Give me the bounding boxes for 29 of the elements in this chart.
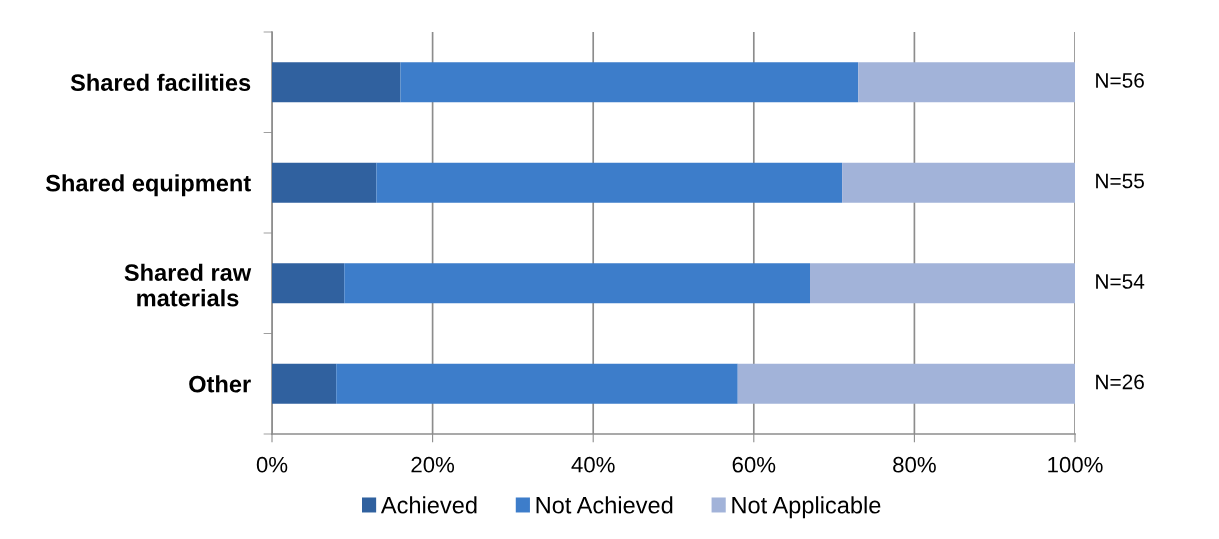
y-tick-label: Other [189,375,251,393]
bar [376,162,843,203]
x-tick-label: 60% [732,456,776,473]
bar [737,363,1075,404]
bar [272,62,401,103]
legend-label: Not Applicable [732,496,881,519]
bar [400,62,859,103]
bar [272,363,337,404]
bar [272,162,377,203]
x-tick-label: 80% [893,456,936,473]
bar [272,263,345,304]
bar [842,162,1075,203]
bar [344,263,811,304]
text: N=26 [1096,374,1144,390]
text: N=55 [1096,173,1144,189]
bar [858,62,1075,103]
text: N=56 [1096,73,1144,88]
y-tick-label: Shared equipment [45,174,251,197]
x-tick-label: 40% [571,456,615,473]
bar [810,263,1075,304]
y-tick-label: Shared raw materials [124,263,252,307]
x-tick-label: 100% [1048,456,1103,473]
x-tick-label: 20% [411,456,455,473]
y-tick-label: Shared facilities [70,73,251,92]
x-tick-label: 0% [256,456,288,473]
legend-label: Achieved [380,496,477,514]
text: N=54 [1096,274,1145,289]
legend-label: Not Achieved [536,496,673,514]
bar [336,363,738,404]
